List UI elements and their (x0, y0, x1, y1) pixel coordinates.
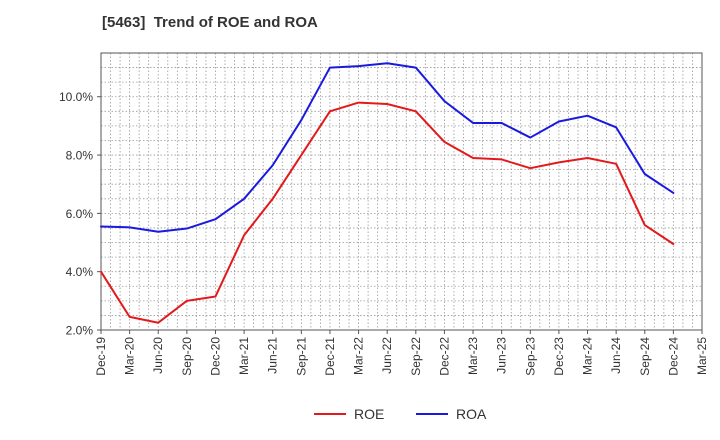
x-tick-label: Dec-21 (323, 337, 337, 376)
x-tick-label: Dec-24 (666, 337, 680, 376)
x-tick-label: Jun-23 (495, 337, 509, 374)
x-tick-label: Sep-23 (523, 337, 537, 376)
x-tick-label: Dec-20 (208, 337, 222, 376)
series-line-roa (100, 62, 675, 233)
grid (100, 52, 703, 331)
x-tick-label: Mar-25 (695, 337, 709, 375)
x-tick-label: Mar-23 (466, 337, 480, 375)
x-tick-label: Dec-23 (552, 337, 566, 376)
x-tick-label: Dec-22 (437, 337, 451, 376)
x-tick-label: Mar-21 (237, 337, 251, 375)
y-tick-label: 10.0% (59, 90, 93, 104)
x-tick-label: Jun-22 (380, 337, 394, 374)
legend-label-roa: ROA (456, 406, 487, 422)
x-tick-label: Mar-22 (352, 337, 366, 375)
y-tick-label: 2.0% (66, 324, 94, 338)
axes: 2.0% 4.0% 6.0% 8.0% 10.0% Dec-19 Mar-20 Jun-20 S… (59, 52, 709, 376)
x-tick-label: Dec-19 (94, 337, 108, 376)
y-tick-label: 8.0% (66, 149, 94, 163)
x-tick-label: Jun-21 (266, 337, 280, 374)
x-tick-label: Mar-20 (123, 337, 137, 375)
legend: ROE ROA (314, 406, 487, 422)
chart-title: [5463] Trend of ROE and ROA (102, 14, 318, 31)
x-tick-label: Sep-21 (294, 337, 308, 376)
x-tick-label: Jun-20 (151, 337, 165, 374)
x-tick-label: Mar-24 (581, 337, 595, 375)
y-tick-label: 6.0% (66, 207, 94, 221)
x-tick-label: Sep-22 (409, 337, 423, 376)
series-line-roe (100, 101, 675, 324)
y-tick-label: 4.0% (66, 265, 94, 279)
series (100, 62, 675, 324)
x-tick-label: Sep-20 (180, 337, 194, 376)
plot-frame (100, 52, 703, 331)
legend-label-roe: ROE (354, 406, 384, 422)
x-tick-label: Sep-24 (638, 337, 652, 376)
x-tick-label: Jun-24 (609, 337, 623, 374)
